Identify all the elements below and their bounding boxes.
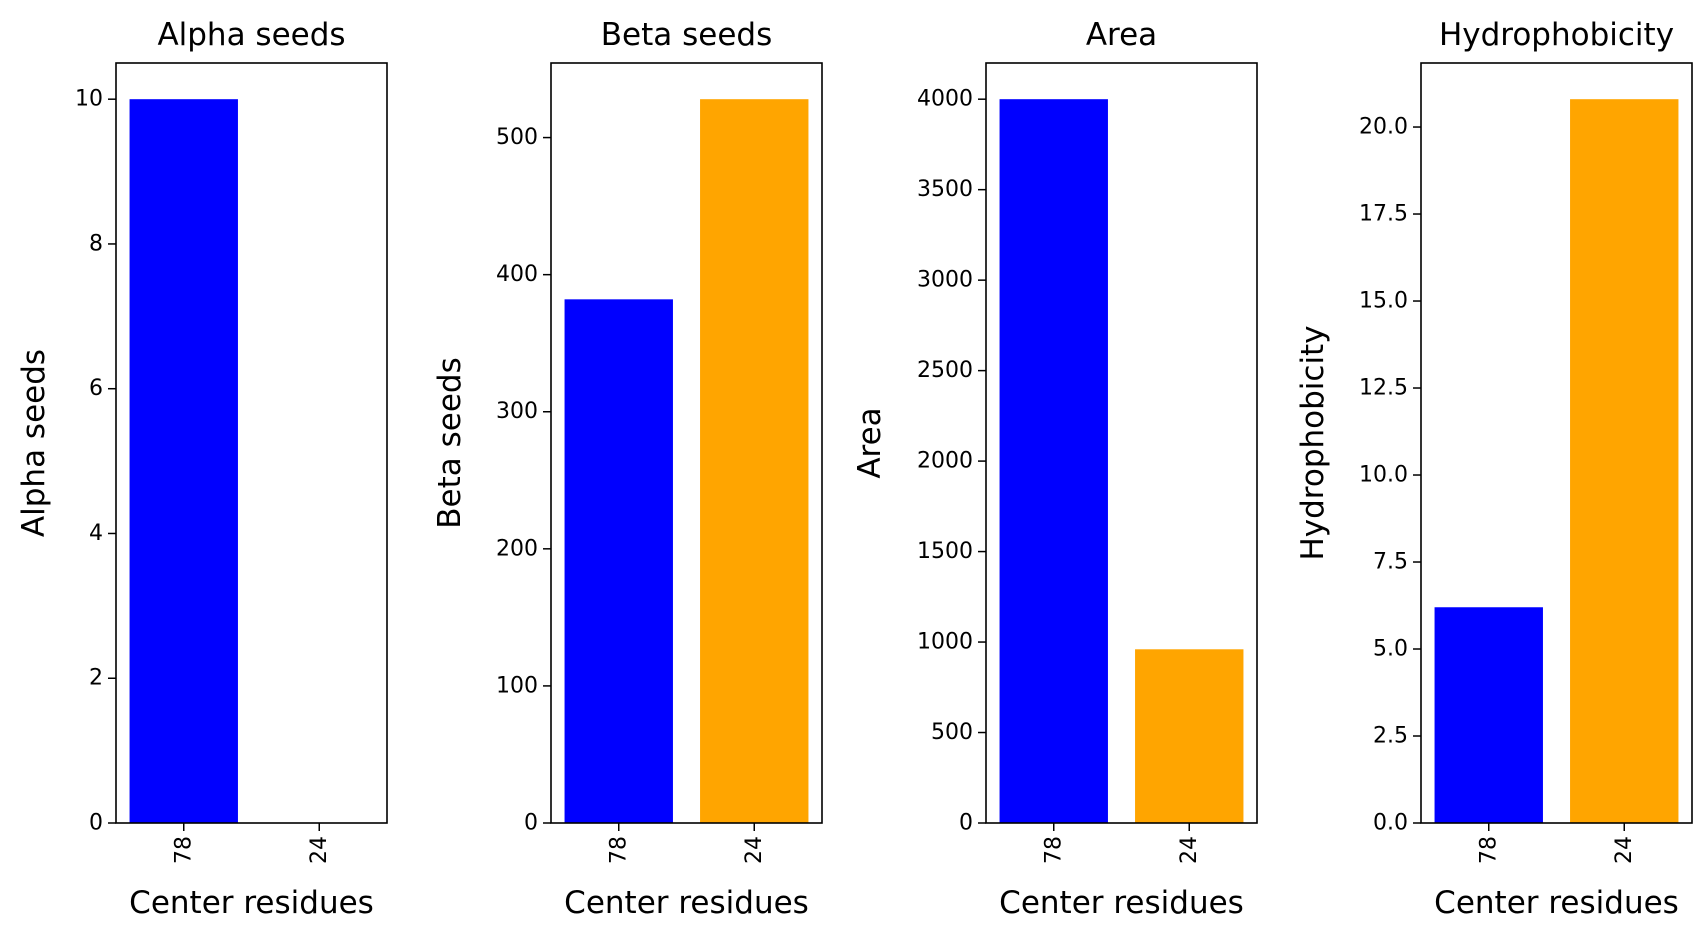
bar <box>999 99 1108 823</box>
y-tick-label: 1000 <box>917 630 973 655</box>
bar <box>564 299 673 824</box>
y-tick-label: 3500 <box>917 177 973 202</box>
x-tick-label: 78 <box>1041 836 1066 864</box>
y-tick-label: 15.0 <box>1359 289 1408 314</box>
x-tick-label: 24 <box>307 836 332 864</box>
y-axis-label: Alpha seeds <box>16 349 52 537</box>
y-tick-label: 1500 <box>917 539 973 564</box>
y-tick-label: 200 <box>496 536 538 561</box>
x-tick-label: 78 <box>1476 836 1501 864</box>
y-tick-label: 17.5 <box>1359 202 1408 227</box>
y-tick-label: 2.5 <box>1373 724 1408 749</box>
y-tick-label: 8 <box>89 231 103 256</box>
axes-frame <box>550 62 823 824</box>
y-tick-label: 4000 <box>917 87 973 112</box>
bar <box>129 99 238 823</box>
axes-frame <box>985 62 1258 824</box>
y-tick-label: 5.0 <box>1373 637 1408 662</box>
axes-frame <box>115 62 388 824</box>
axes-frame <box>1420 62 1693 824</box>
chart-title: Area <box>1086 17 1157 53</box>
x-axis-label: Center residues <box>1434 885 1679 921</box>
chart-title: Alpha seeds <box>157 17 345 53</box>
x-tick-label: 78 <box>606 836 631 864</box>
y-tick-label: 4 <box>89 521 103 546</box>
bar <box>700 99 809 823</box>
x-axis-label: Center residues <box>129 885 374 921</box>
y-axis-label: Hydrophobicity <box>1295 325 1331 560</box>
y-tick-label: 500 <box>496 125 538 150</box>
bar <box>1570 99 1679 823</box>
y-tick-label: 3000 <box>917 268 973 293</box>
chart-panel: 0 100 200 300 400 500 78 24 Beta seeds Center res… <box>432 17 823 921</box>
y-tick-label: 2 <box>89 666 103 691</box>
y-tick-label: 300 <box>496 399 538 424</box>
y-tick-label: 500 <box>931 720 973 745</box>
y-tick-label: 0 <box>524 811 538 836</box>
y-axis-label: Area <box>852 407 888 478</box>
y-axis-label: Beta seeds <box>432 357 468 528</box>
y-tick-label: 0 <box>89 811 103 836</box>
x-tick-label: 24 <box>742 836 767 864</box>
bar <box>1135 649 1244 823</box>
y-tick-label: 0 <box>959 811 973 836</box>
x-axis-label: Center residues <box>564 885 809 921</box>
y-tick-label: 2000 <box>917 449 973 474</box>
y-tick-label: 6 <box>89 376 103 401</box>
y-tick-label: 0.0 <box>1373 811 1408 836</box>
chart-title: Hydrophobicity <box>1439 17 1674 53</box>
x-tick-label: 24 <box>1612 836 1637 864</box>
y-tick-label: 7.5 <box>1373 550 1408 575</box>
x-tick-label: 24 <box>1177 836 1202 864</box>
y-tick-label: 400 <box>496 262 538 287</box>
bar <box>1434 607 1543 823</box>
x-axis-label: Center residues <box>999 885 1244 921</box>
x-tick-label: 78 <box>171 836 196 864</box>
y-tick-label: 20.0 <box>1359 115 1408 140</box>
y-tick-label: 12.5 <box>1359 376 1408 401</box>
chart-panel: 0.0 2.5 5.0 7.5 10.0 12.5 15.0 17.5 20.0 78 24 Hydr… <box>1295 17 1693 921</box>
y-tick-label: 100 <box>496 673 538 698</box>
chart-panel: 0 500 1000 1500 2000 2500 3000 3500 4000 78 24 Area… <box>852 17 1258 921</box>
chart-title: Beta seeds <box>601 17 772 53</box>
y-tick-label: 10 <box>75 87 103 112</box>
y-tick-label: 10.0 <box>1359 463 1408 488</box>
y-tick-label: 2500 <box>917 358 973 383</box>
